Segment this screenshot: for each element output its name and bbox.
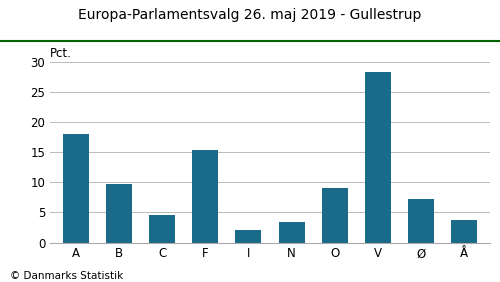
Bar <box>106 184 132 243</box>
Bar <box>192 151 218 243</box>
Bar <box>278 222 304 243</box>
Bar <box>408 199 434 243</box>
Text: Europa-Parlamentsvalg 26. maj 2019 - Gullestrup: Europa-Parlamentsvalg 26. maj 2019 - Gul… <box>78 8 422 23</box>
Bar <box>322 188 347 243</box>
Text: Pct.: Pct. <box>50 47 72 60</box>
Bar <box>236 230 262 243</box>
Bar <box>365 72 391 243</box>
Bar <box>149 215 175 243</box>
Bar <box>451 220 477 243</box>
Text: © Danmarks Statistik: © Danmarks Statistik <box>10 271 123 281</box>
Bar <box>63 134 89 243</box>
